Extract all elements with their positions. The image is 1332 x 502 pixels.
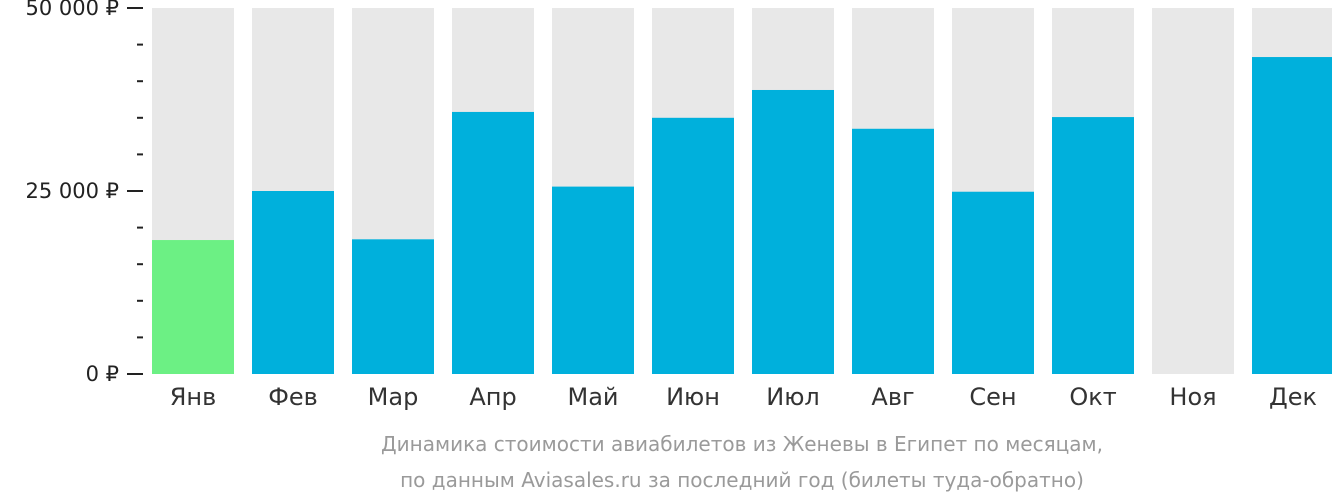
x-tick-label: Окт (1069, 383, 1116, 411)
x-tick-label: Июн (666, 383, 720, 411)
x-tick-label: Фев (268, 383, 318, 411)
x-tick-label: Авг (871, 383, 914, 411)
bar[interactable] (952, 191, 1034, 374)
bar[interactable] (1052, 117, 1134, 375)
y-tick-label: 50 000 ₽ (25, 0, 119, 20)
x-tick-label: Дек (1269, 383, 1317, 411)
x-axis-labels: Янв Фев Мар Апр Май Июн Июл Авг Сен Окт Ноя Дек (170, 383, 1317, 411)
bar[interactable] (252, 191, 334, 374)
x-tick-label: Мар (368, 383, 419, 411)
bar[interactable] (652, 117, 734, 375)
bar[interactable] (1252, 57, 1332, 374)
x-tick-label: Янв (170, 383, 217, 411)
x-tick-label: Май (567, 383, 618, 411)
bar[interactable] (852, 128, 934, 374)
y-axis: 0 ₽ 25 000 ₽ 50 000 ₽ (25, 0, 143, 386)
x-tick-label: Ноя (1169, 383, 1216, 411)
bar-background (1152, 8, 1234, 374)
bar[interactable] (752, 89, 834, 374)
bar[interactable] (352, 239, 434, 374)
x-tick-label: Сен (969, 383, 1016, 411)
x-tick-label: Июл (766, 383, 820, 411)
caption-line-2: по данным Aviasales.ru за последний год … (400, 468, 1084, 492)
x-tick-label: Апр (469, 383, 516, 411)
caption-line-1: Динамика стоимости авиабилетов из Женевы… (381, 432, 1103, 456)
y-tick-label: 0 ₽ (86, 362, 119, 386)
bar[interactable] (552, 186, 634, 374)
bar[interactable] (152, 240, 234, 374)
bar[interactable] (452, 111, 534, 374)
y-tick-label: 25 000 ₽ (25, 179, 119, 203)
bar-columns (152, 8, 1332, 375)
